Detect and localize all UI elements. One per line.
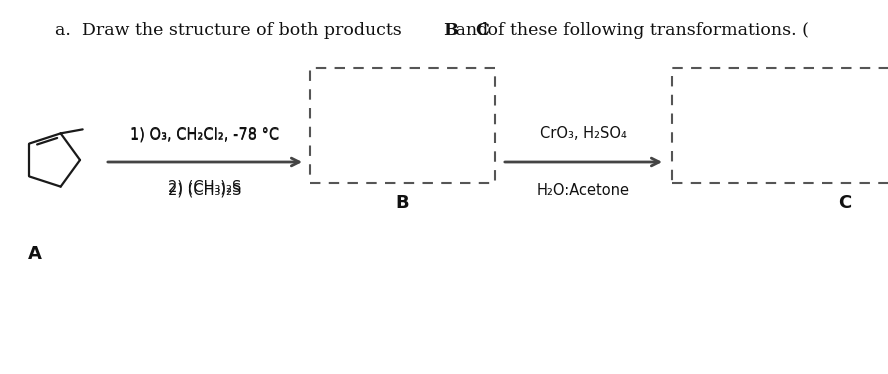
Text: CrO₃, H₂SO₄: CrO₃, H₂SO₄ (540, 126, 627, 141)
Text: 2) (CH₃)₂S: 2) (CH₃)₂S (169, 183, 242, 197)
Text: 1) O₃, CH₂Cl₂, -78 °C: 1) O₃, CH₂Cl₂, -78 °C (131, 127, 280, 142)
Text: H₂O:Acetone: H₂O:Acetone (537, 183, 630, 197)
Text: and: and (450, 22, 494, 39)
Bar (310, 68, 495, 183)
Text: a.  Draw the structure of both products: a. Draw the structure of both products (55, 22, 408, 39)
Text: 1) O₃, CH₂Cl₂, -78 °C: 1) O₃, CH₂Cl₂, -78 °C (131, 126, 280, 141)
Text: 2) (CH₃)₂S: 2) (CH₃)₂S (169, 180, 242, 195)
Text: B: B (396, 194, 409, 212)
Text: of these following transformations. (: of these following transformations. ( (482, 22, 809, 39)
Text: C: C (838, 194, 852, 212)
Text: B: B (443, 22, 457, 39)
Bar (672, 68, 888, 183)
Text: A: A (28, 245, 42, 263)
Text: C: C (475, 22, 489, 39)
